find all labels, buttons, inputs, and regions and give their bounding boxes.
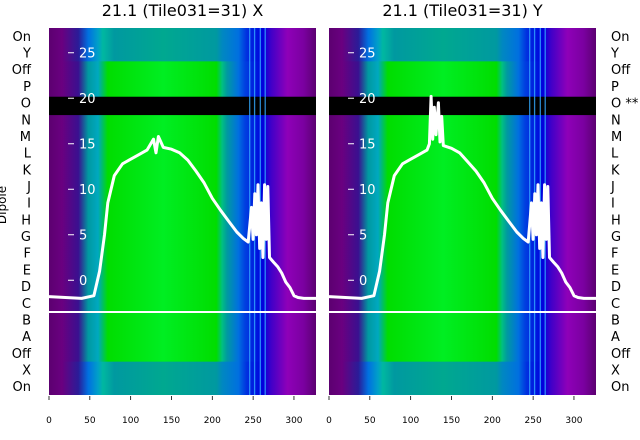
row-label-left: On (13, 380, 31, 395)
x-tick-label: 200 (484, 416, 501, 426)
row-label-right: On (611, 30, 629, 45)
panel-title: 21.1 (Tile031=31) X (102, 1, 264, 20)
row-label-right: H (611, 213, 621, 228)
overlay-tick-label: 10 (359, 183, 376, 198)
series-line (48, 135, 316, 300)
row-label-left: On (13, 30, 31, 45)
row-label-right: A (611, 330, 620, 345)
overlay-tick-label: 25 (79, 46, 96, 61)
overlay-tick-label: 25 (359, 46, 376, 61)
overlay-tick-label: 15 (359, 137, 376, 152)
row-label-right: M (611, 130, 622, 145)
row-label-right: F (611, 247, 618, 262)
row-label-left: I (27, 197, 31, 212)
x-tick-label: 300 (565, 416, 582, 426)
row-label-left: O (21, 97, 31, 112)
overlay-tick-label: 20 (79, 92, 96, 107)
row-label-right: X (611, 363, 620, 378)
x-tick-label: 250 (525, 416, 542, 426)
row-label-left: J (26, 180, 31, 195)
row-label-left: M (20, 130, 31, 145)
overlay-tick-label: 5 (79, 228, 87, 243)
x-tick-label: 100 (402, 416, 419, 426)
row-label-right: I (611, 197, 615, 212)
y-axis-label: Dipole (0, 186, 9, 224)
row-label-left: D (21, 280, 31, 295)
row-label-left: K (22, 163, 31, 178)
row-label-left: H (21, 213, 31, 228)
overlay-tick-label: 5 (359, 228, 367, 243)
x-tick-label: 0 (46, 416, 52, 426)
x-tick-label: 150 (163, 416, 180, 426)
x-tick-label: 100 (122, 416, 139, 426)
row-label-left: X (22, 363, 31, 378)
row-label-left: E (23, 263, 31, 278)
row-label-left: Off (12, 347, 32, 362)
row-label-right: G (611, 230, 621, 245)
row-label-right: K (611, 163, 620, 178)
row-label-right: O ** (611, 97, 639, 112)
row-label-left: C (22, 297, 31, 312)
row-label-right: Y (610, 47, 619, 62)
row-label-right: L (611, 147, 619, 162)
overlay-tick-label: 20 (359, 92, 376, 107)
row-label-left: G (21, 230, 31, 245)
row-label-left: B (22, 313, 31, 328)
row-label-right: Off (611, 63, 631, 78)
x-tick-label: 300 (285, 416, 302, 426)
row-label-right: B (611, 313, 620, 328)
x-tick-label: 200 (204, 416, 221, 426)
row-label-right: D (611, 280, 621, 295)
x-tick-label: 0 (326, 416, 332, 426)
row-label-right: E (611, 263, 619, 278)
overlay-tick-label: 15 (79, 137, 96, 152)
row-label-left: A (22, 330, 31, 345)
overlay-tick-label: 0 (359, 274, 367, 289)
x-tick-label: 50 (364, 416, 376, 426)
row-label-left: L (24, 147, 32, 162)
overlay-tick-label: 10 (79, 183, 96, 198)
series-line (328, 94, 596, 300)
x-tick-label: 50 (84, 416, 96, 426)
row-label-left: F (24, 247, 31, 262)
row-label-right: On (611, 380, 629, 395)
row-label-left: N (21, 113, 31, 128)
row-label-left: P (23, 80, 31, 95)
x-tick-label: 250 (245, 416, 262, 426)
row-label-right: C (611, 297, 620, 312)
row-label-right: N (611, 113, 621, 128)
panel-title: 21.1 (Tile031=31) Y (382, 1, 543, 20)
row-label-right: J (610, 180, 615, 195)
row-label-left: Off (12, 63, 32, 78)
row-label-left: Y (22, 47, 31, 62)
x-tick-label: 150 (443, 416, 460, 426)
row-label-right: Off (611, 347, 631, 362)
overlay-tick-label: 0 (79, 274, 87, 289)
row-label-right: P (611, 80, 619, 95)
